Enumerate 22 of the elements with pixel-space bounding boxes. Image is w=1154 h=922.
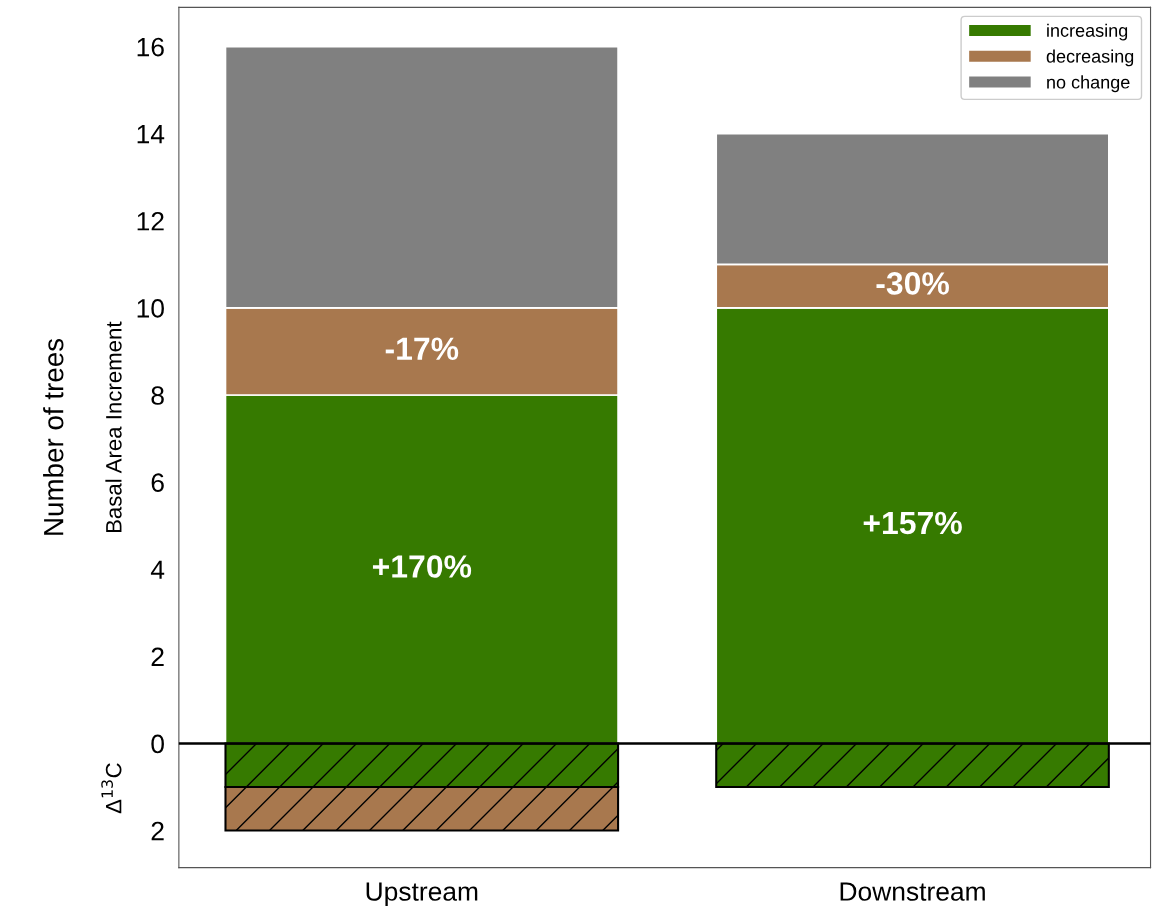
annotation: +170% — [372, 555, 472, 578]
y-tick-label: 10 — [137, 299, 164, 318]
legend-label: no change — [1047, 75, 1130, 93]
y-tick-label: 14 — [137, 125, 165, 144]
y-tick-label: 6 — [151, 473, 164, 492]
y-tick-label: 4 — [150, 560, 165, 579]
y-tick-label: 2 — [151, 821, 164, 841]
y-tick-label: 8 — [151, 386, 164, 405]
text: Δ$^{13}$C — [101, 763, 122, 814]
y-tick-label: 16 — [137, 37, 164, 57]
y-tick-label: 0 — [151, 734, 164, 754]
annotation: -30% — [876, 272, 949, 295]
y-tick-label: 12 — [137, 211, 164, 231]
y-tick-label: 2 — [151, 647, 164, 666]
legend-label: decreasing — [1046, 49, 1134, 67]
annotation: +157% — [863, 511, 962, 535]
text: Basal Area Increment — [105, 321, 122, 533]
x-tick-label: Downstream — [840, 882, 985, 901]
x-tick-label: Upstream — [366, 882, 478, 907]
legend-label: increasing — [1047, 23, 1128, 41]
annotation: -17% — [385, 337, 459, 360]
y-axis-title: Number of trees — [43, 338, 64, 535]
